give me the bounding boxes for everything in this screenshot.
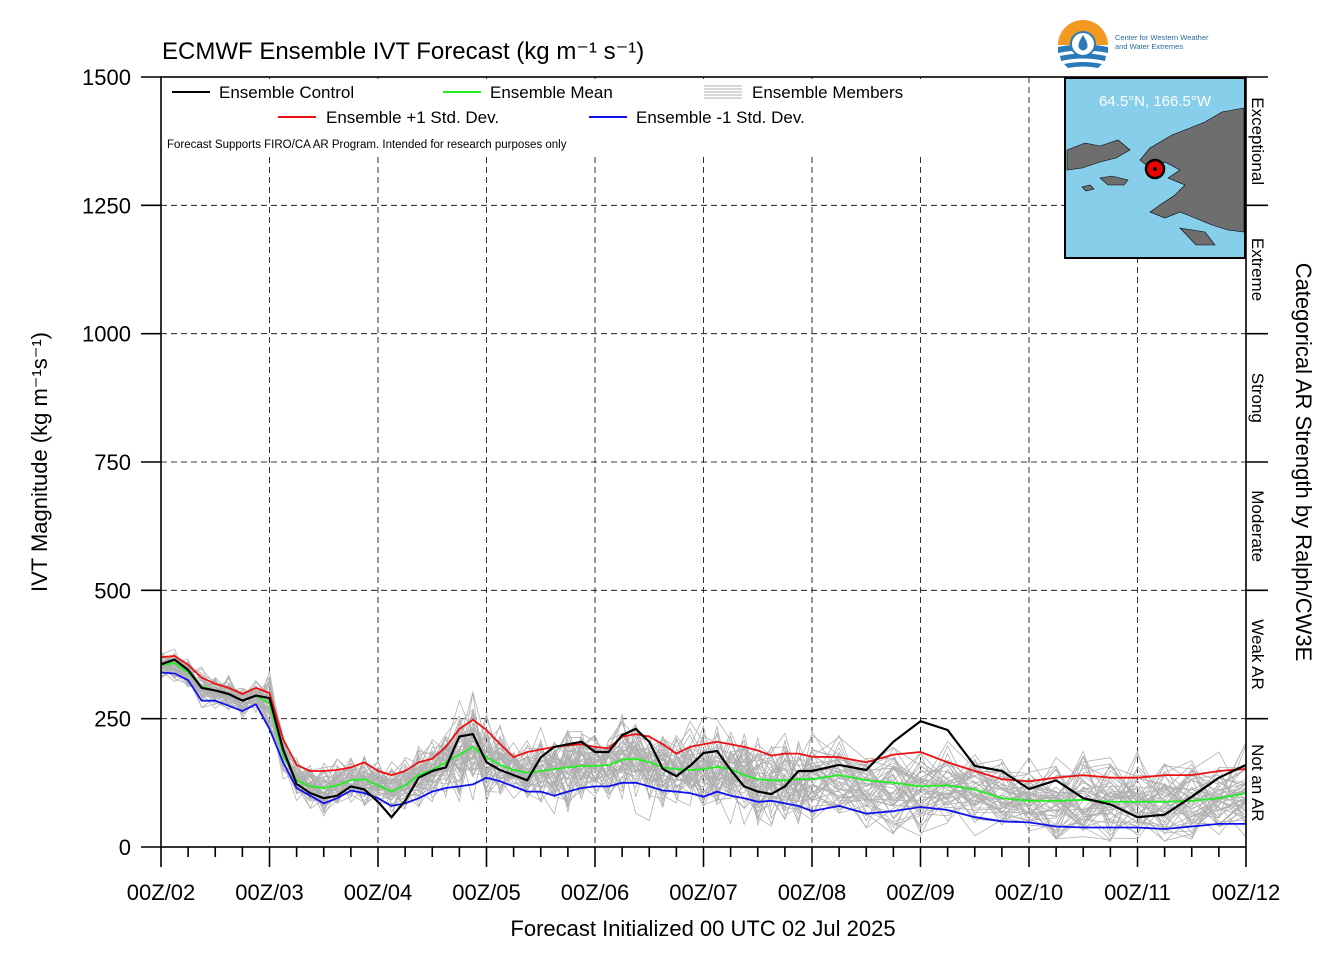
x-tick-label: 00Z/11 (1104, 880, 1171, 905)
category-label: Strong (1248, 373, 1267, 423)
y-tick-label: 250 (94, 707, 131, 732)
legend-swatch-members (704, 85, 742, 99)
x-tick-label: 00Z/07 (669, 880, 738, 905)
category-label: Moderate (1248, 490, 1267, 562)
x-tick-label: 00Z/10 (995, 880, 1064, 905)
y-axis-label: IVT Magnitude (kg m⁻¹s⁻¹) (27, 332, 52, 592)
legend: Ensemble Control Ensemble Mean Ensemble … (163, 79, 933, 155)
y-tick-label: 1500 (82, 65, 131, 90)
x-axis-label: Forecast Initialized 00 UTC 02 Jul 2025 (510, 916, 895, 941)
ensemble-member-line (160, 652, 1247, 838)
inset-map-land-south (1179, 227, 1216, 246)
x-tick-label: 00Z/06 (561, 880, 630, 905)
series-lines (160, 655, 1247, 830)
x-tick-label: 00Z/04 (344, 880, 413, 905)
legend-label-control: Ensemble Control (219, 83, 354, 102)
inset-map-land-chukotka (1066, 139, 1131, 171)
ensemble-member-line (160, 655, 1247, 818)
x-axis-ticks: 00Z/02 00Z/03 00Z/04 00Z/05 00Z/06 00Z/07 00Z/… (127, 847, 1281, 905)
ensemble-member-line (160, 658, 1247, 834)
ensemble-member-line (160, 666, 1247, 817)
x-tick-label: 00Z/02 (127, 880, 196, 905)
ensemble-member-line (160, 665, 1247, 828)
ensemble-member-line (160, 660, 1247, 829)
inset-map-land-alaska (1139, 107, 1245, 233)
legend-label-members: Ensemble Members (752, 83, 903, 102)
y-tick-label: 1000 (82, 322, 131, 347)
series-line-ensemble-control (160, 658, 1247, 819)
series-line-ensemble-1-std-dev- (160, 671, 1246, 830)
legend-label-plus-std: Ensemble +1 Std. Dev. (326, 108, 499, 127)
category-axis-label: Categorical AR Strength by Ralph/CW3E (1291, 263, 1316, 662)
chart-grid (161, 77, 1246, 847)
category-label: Weak AR (1248, 619, 1267, 690)
x-tick-label: 00Z/08 (778, 880, 847, 905)
inset-map: 64.5°N, 166.5°W (1064, 77, 1246, 259)
x-tick-label: 00Z/12 (1212, 880, 1281, 905)
ensemble-member-line (160, 667, 1247, 843)
y-tick-label: 1250 (82, 193, 131, 218)
ensemble-member-line (160, 666, 1247, 836)
ensemble-member-line (160, 659, 1247, 836)
category-label: Exceptional (1248, 97, 1267, 185)
ensemble-member-line (160, 669, 1247, 834)
ensemble-member-line (160, 656, 1247, 829)
x-tick-label: 00Z/05 (452, 880, 521, 905)
cw3e-logo: Center for Western Weather and Water Extr… (1058, 20, 1209, 70)
y-tick-label: 500 (94, 578, 131, 603)
logo-drop-icon (1078, 35, 1088, 51)
category-axis: Not an AR Weak AR Moderate Strong Extreme Exc… (1246, 76, 1268, 822)
legend-label-minus-std: Ensemble -1 Std. Dev. (636, 108, 805, 127)
logo-text: Center for Western Weather and Water Extr… (1115, 33, 1209, 51)
inset-map-land-island (1099, 175, 1129, 186)
legend-label-mean: Ensemble Mean (490, 83, 613, 102)
inset-map-coordinates: 64.5°N, 166.5°W (1099, 93, 1212, 110)
chart-title: ECMWF Ensemble IVT Forecast (kg m⁻¹ s⁻¹) (162, 38, 644, 65)
x-tick-label: 00Z/09 (886, 880, 955, 905)
research-note: Forecast Supports FIRO/CA AR Program. In… (167, 139, 567, 151)
x-tick-label: 00Z/03 (235, 880, 304, 905)
y-tick-label: 0 (119, 835, 131, 860)
location-marker-center (1153, 167, 1157, 171)
y-tick-label: 750 (94, 450, 131, 475)
series-line-ensemble-mean (160, 662, 1247, 803)
category-label: Extreme (1248, 238, 1267, 301)
series-line-ensemble-1-std-dev- (160, 655, 1247, 783)
category-label: Not an AR (1248, 744, 1267, 822)
y-axis-ticks: 0 250 500 750 1000 1250 1500 (82, 65, 161, 860)
inset-map-land-islet (1081, 184, 1095, 192)
